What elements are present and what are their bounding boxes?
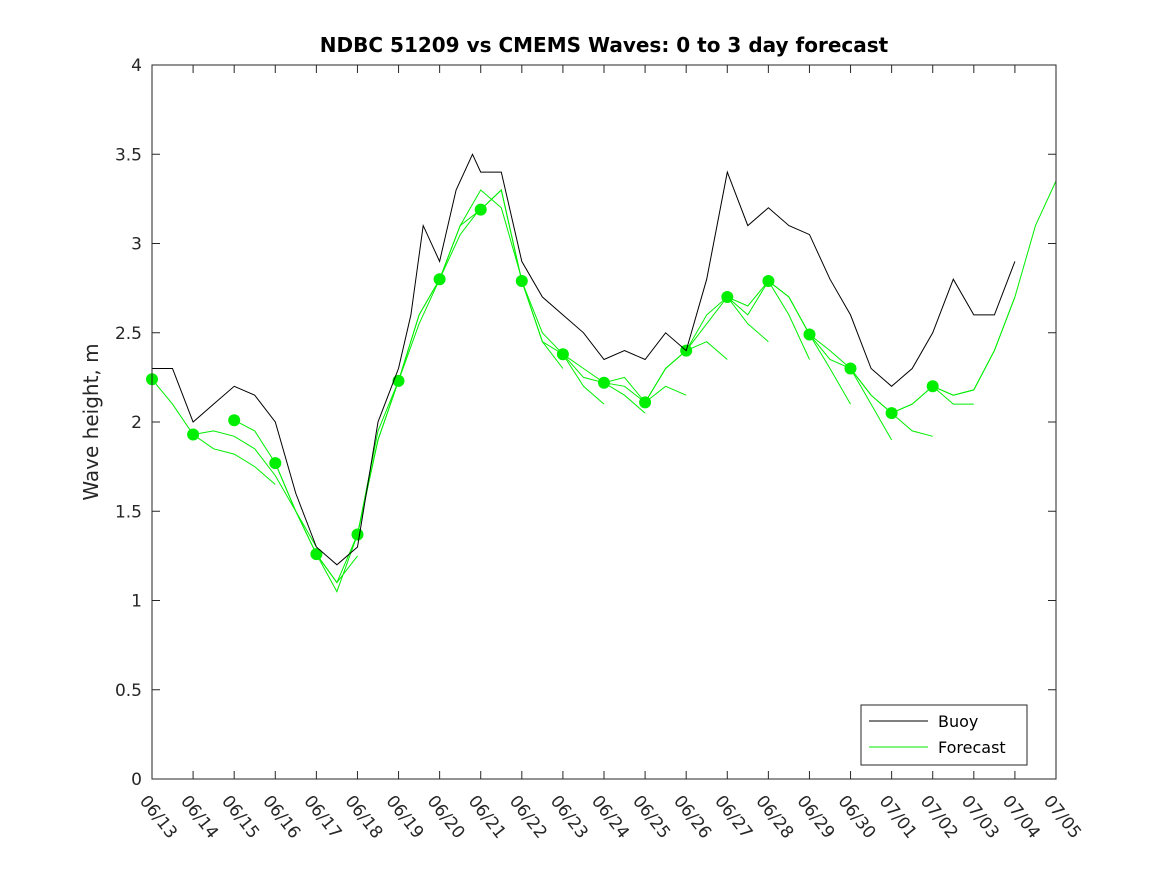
x-tick-label: 06/18 [341,792,387,843]
y-axis-label: Wave height, m [79,343,103,500]
legend-label-forecast: Forecast [938,738,1006,757]
forecast-line [562,353,687,404]
legend-label-buoy: Buoy [938,712,978,731]
x-tick-label: 06/17 [299,792,345,843]
y-tick-label: 4 [131,56,142,76]
y-tick-label: 3.5 [115,145,142,165]
forecast-start-point [187,428,200,441]
legend: Buoy Forecast [860,704,1028,766]
forecast-start-point [926,380,939,393]
forecast-start-point [803,328,816,341]
buoy-series [152,153,1016,566]
x-tick-label: 07/02 [916,792,962,843]
x-tick-label: 07/05 [1039,792,1085,843]
legend-box [860,704,1028,766]
forecast-line [644,296,769,403]
forecast-line [932,180,1057,396]
forecast-start-point [639,396,652,409]
forecast-start-point [228,414,241,427]
x-tick-label: 06/16 [258,792,304,843]
forecast-start-point [885,407,898,420]
forecast-line [151,378,276,485]
forecast-start-point [598,376,610,389]
y-tick-label: 1.5 [115,502,142,522]
y-tick-label: 2.5 [115,324,142,344]
forecast-start-point [721,291,734,303]
y-tick-label: 0 [131,770,142,790]
forecast-start-point [351,528,364,541]
x-tick-label: 06/24 [587,792,633,843]
plot-background [152,65,1056,779]
forecast-start-point [474,203,487,216]
forecast-start-point [392,374,405,387]
y-tick-label: 1 [131,592,142,612]
x-tick-label: 06/20 [423,792,469,843]
forecast-start-point [310,548,323,561]
forecast-line [480,189,605,405]
x-tick-label: 06/21 [464,792,510,843]
y-tick-label: 0.5 [115,681,142,701]
x-tick-label: 06/25 [628,792,674,843]
forecast-line [357,207,482,535]
x-tick-label: 06/27 [710,792,756,843]
x-tick-label: 06/19 [382,792,428,843]
x-tick-label: 06/14 [176,792,222,843]
x-tick-label: 07/01 [875,792,921,843]
y-axis: 0 0.5 1 1.5 2 2.5 3 3.5 4 [115,56,1056,790]
x-tick-label: 06/22 [505,792,551,843]
x-tick-label: 07/03 [957,792,1003,843]
x-tick-label: 06/30 [834,792,880,843]
forecast-series [146,180,1057,593]
forecast-start-point [269,457,282,470]
x-tick-label: 07/04 [998,792,1044,843]
x-tick-label: 06/28 [751,792,797,843]
forecast-start-point [515,275,528,287]
forecast-line [685,280,810,360]
buoy-line [152,153,1016,566]
y-tick-label: 3 [131,235,142,255]
y-tick-label: 2 [131,413,142,433]
x-tick-label: 06/15 [217,792,263,843]
x-tick-label: 06/29 [793,792,839,843]
x-tick-label: 06/26 [669,792,715,843]
forecast-start-point [556,348,569,361]
forecast-line [521,280,646,414]
chart-title: NDBC 51209 vs CMEMS Waves: 0 to 3 day fo… [320,33,889,57]
forecast-start-point [762,275,775,287]
forecast-start-point [433,273,446,286]
x-tick-label: 06/23 [546,792,592,843]
forecast-line [768,280,893,441]
forecast-start-point [844,362,857,375]
x-tick-label: 06/13 [135,792,181,843]
